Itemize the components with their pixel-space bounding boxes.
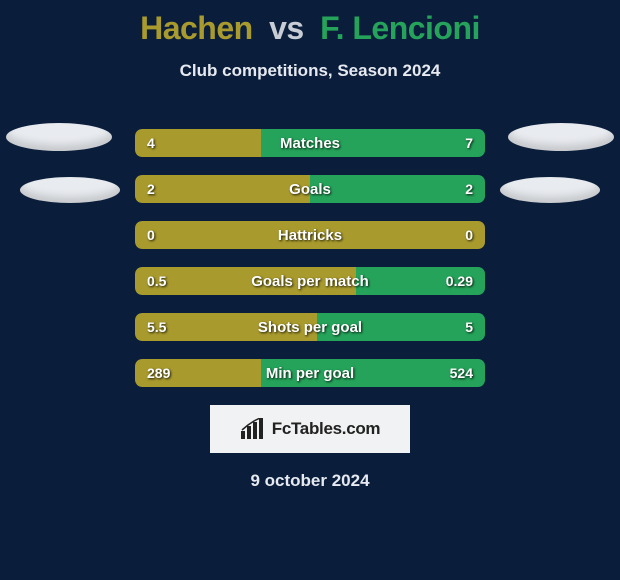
stat-bar bbox=[135, 267, 485, 295]
title-vs: vs bbox=[269, 10, 304, 46]
brand-text: FcTables.com bbox=[272, 419, 381, 439]
stat-row: Hattricks00 bbox=[135, 221, 485, 249]
comparison-chart: Matches47 Goals22 Hattricks00 Goals per mat… bbox=[135, 129, 485, 387]
stat-bar bbox=[135, 129, 485, 157]
stat-bar-left bbox=[135, 129, 261, 157]
stat-bar bbox=[135, 221, 485, 249]
stat-row: Goals per match0.50.29 bbox=[135, 267, 485, 295]
subtitle: Club competitions, Season 2024 bbox=[0, 61, 620, 81]
brand-chart-icon bbox=[240, 418, 266, 440]
container: Hachen vs F. Lencioni Club competitions,… bbox=[0, 0, 620, 491]
stat-bar-left bbox=[135, 359, 261, 387]
stat-bar-right bbox=[261, 359, 485, 387]
stat-bar-left bbox=[135, 313, 317, 341]
stat-row: Shots per goal5.55 bbox=[135, 313, 485, 341]
stat-row: Min per goal289524 bbox=[135, 359, 485, 387]
stat-bar-right bbox=[356, 267, 486, 295]
stat-bar-left bbox=[135, 221, 485, 249]
stat-bar-left bbox=[135, 175, 310, 203]
player1-avatar-placeholder-1 bbox=[6, 123, 112, 151]
date: 9 october 2024 bbox=[0, 471, 620, 491]
stat-bar bbox=[135, 313, 485, 341]
title-player1: Hachen bbox=[140, 10, 253, 46]
stat-bar-right bbox=[317, 313, 485, 341]
title-player2: F. Lencioni bbox=[320, 10, 480, 46]
player1-avatar-placeholder-2 bbox=[20, 177, 120, 203]
stat-bar-right bbox=[261, 129, 485, 157]
brand-badge: FcTables.com bbox=[210, 405, 410, 453]
player2-avatar-placeholder-1 bbox=[508, 123, 614, 151]
stat-row: Matches47 bbox=[135, 129, 485, 157]
stat-bar-right bbox=[310, 175, 485, 203]
stat-bar-left bbox=[135, 267, 356, 295]
player2-avatar-placeholder-2 bbox=[500, 177, 600, 203]
page-title: Hachen vs F. Lencioni bbox=[0, 10, 620, 47]
stat-bar bbox=[135, 175, 485, 203]
stat-bar bbox=[135, 359, 485, 387]
stat-row: Goals22 bbox=[135, 175, 485, 203]
